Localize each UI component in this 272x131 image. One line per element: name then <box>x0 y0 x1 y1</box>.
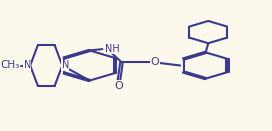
Text: NH: NH <box>105 44 120 54</box>
Text: N: N <box>24 61 31 70</box>
Text: N: N <box>61 61 69 70</box>
Text: CH₃: CH₃ <box>1 61 20 70</box>
Text: O: O <box>151 57 160 67</box>
Text: O: O <box>115 81 123 91</box>
